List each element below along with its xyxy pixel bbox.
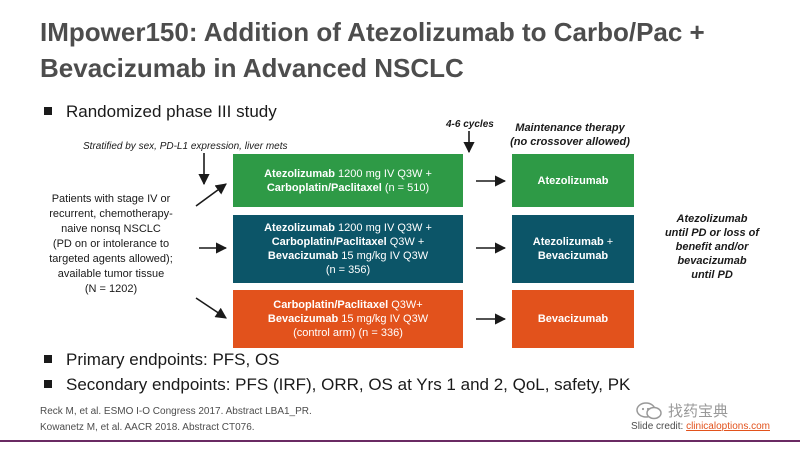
square-bullet-icon bbox=[44, 379, 52, 388]
bullet-text: Randomized phase III study bbox=[66, 102, 277, 121]
square-bullet-icon bbox=[44, 354, 52, 363]
continuation-line: until PD or loss of bbox=[664, 227, 760, 239]
square-bullet-icon bbox=[44, 106, 52, 115]
patient-population: Patients with stage IV or recurrent, che… bbox=[30, 192, 192, 297]
patients-line: targeted agents allowed); bbox=[49, 253, 173, 265]
maintenance-line: Bevacizumab bbox=[537, 250, 609, 262]
arm-line: Bevacizumab 15 mg/kg IV Q3W bbox=[267, 313, 429, 325]
title-line-1: IMpower150: Addition of Atezolizumab to … bbox=[40, 17, 705, 47]
arm-atezo-cp: Atezolizumab 1200 mg IV Q3W + Carboplati… bbox=[233, 154, 463, 207]
maintenance-atezo-bev: Atezolizumab + Bevacizumab bbox=[512, 215, 634, 283]
arm-line: Bevacizumab 15 mg/kg IV Q3W bbox=[267, 250, 429, 262]
arm-cp-bev-control: Carboplatin/Paclitaxel Q3W+ Bevacizumab … bbox=[233, 290, 463, 348]
bottom-divider bbox=[0, 440, 800, 442]
continuation-line: Atezolizumab bbox=[676, 213, 748, 225]
bullet-text: Secondary endpoints: PFS (IRF), ORR, OS … bbox=[66, 375, 631, 394]
arm-line: Atezolizumab 1200 mg IV Q3W + bbox=[264, 167, 432, 180]
cycles-label: 4-6 cycles bbox=[446, 119, 494, 130]
continuation-line: until PD bbox=[691, 269, 733, 281]
bullet-primary-endpoints: Primary endpoints: PFS, OS bbox=[44, 350, 280, 370]
continuation-note: Atezolizumab until PD or loss of benefit… bbox=[652, 212, 772, 282]
maintenance-line: Bevacizumab bbox=[537, 313, 609, 325]
patients-line: Patients with stage IV or bbox=[51, 193, 171, 205]
arm-line: Atezolizumab 1200 mg IV Q3W + bbox=[264, 222, 432, 234]
reference-line: Kowanetz M, et al. AACR 2018. Abstract C… bbox=[40, 422, 255, 433]
arm-atezo-cp-bev: Atezolizumab 1200 mg IV Q3W + Carboplati… bbox=[233, 215, 463, 283]
arm-line: Carboplatin/Paclitaxel Q3W+ bbox=[273, 299, 423, 311]
arm-line: (control arm) (n = 336) bbox=[293, 327, 403, 339]
arm-line: (n = 356) bbox=[325, 264, 371, 276]
arm-line: Carboplatin/Paclitaxel (n = 510) bbox=[266, 181, 430, 194]
reference-line: Reck M, et al. ESMO I-O Congress 2017. A… bbox=[40, 406, 312, 417]
slide-title: IMpower150: Addition of Atezolizumab to … bbox=[40, 14, 760, 86]
maintenance-line: Atezolizumab + bbox=[532, 236, 614, 248]
patients-line: recurrent, chemotherapy- bbox=[49, 208, 173, 220]
maintenance-bev: Bevacizumab bbox=[512, 290, 634, 348]
bullet-study-design: Randomized phase III study bbox=[44, 102, 277, 122]
patients-line: naive nonsq NSCLC bbox=[61, 223, 161, 235]
maintenance-line: Atezolizumab bbox=[537, 174, 609, 187]
title-line-2: Bevacizumab in Advanced NSCLC bbox=[40, 53, 464, 83]
maintenance-header: Maintenance therapy (no crossover allowe… bbox=[500, 121, 640, 149]
patients-line: (N = 1202) bbox=[84, 283, 138, 295]
credit-prefix: Slide credit: bbox=[631, 421, 687, 432]
randomize-arrow-top bbox=[195, 183, 227, 207]
bullet-secondary-endpoints: Secondary endpoints: PFS (IRF), ORR, OS … bbox=[44, 375, 630, 395]
wechat-icon bbox=[636, 401, 662, 419]
stratification-note: Stratified by sex, PD-L1 expression, liv… bbox=[83, 141, 288, 152]
maintenance-header-line-1: Maintenance therapy bbox=[515, 122, 625, 134]
continuation-line: benefit and/or bbox=[675, 241, 749, 253]
randomize-arrow-bottom bbox=[195, 297, 227, 319]
watermark: 找药宝典 bbox=[636, 400, 728, 421]
patients-line: available tumor tissue bbox=[57, 268, 165, 280]
continuation-line: bevacizumab bbox=[677, 255, 747, 267]
arm-line: Carboplatin/Paclitaxel Q3W + bbox=[271, 236, 425, 248]
maintenance-header-line-2: (no crossover allowed) bbox=[510, 136, 630, 148]
maintenance-atezo: Atezolizumab bbox=[512, 154, 634, 207]
credit-link[interactable]: clinicaloptions.com bbox=[686, 421, 770, 432]
bullet-text: Primary endpoints: PFS, OS bbox=[66, 350, 280, 369]
slide-credit: Slide credit: clinicaloptions.com bbox=[631, 421, 770, 432]
references: Reck M, et al. ESMO I-O Congress 2017. A… bbox=[40, 404, 312, 436]
patients-line: (PD on or intolerance to bbox=[52, 238, 170, 250]
watermark-text: 找药宝典 bbox=[668, 403, 729, 420]
